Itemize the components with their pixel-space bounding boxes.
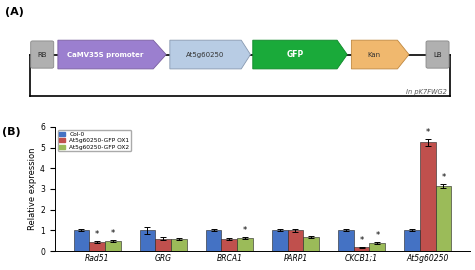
Text: *: * [426,128,430,137]
FancyBboxPatch shape [426,41,449,68]
Text: CaMV35S promoter: CaMV35S promoter [67,52,144,58]
Bar [287,230,304,251]
Bar [155,239,171,251]
Bar [272,230,287,251]
Bar [404,230,419,251]
Bar [304,237,319,251]
Text: At5g60250: At5g60250 [186,52,225,58]
Bar [338,230,353,251]
Text: RB: RB [38,52,47,58]
Polygon shape [352,40,409,69]
Text: Kan: Kan [368,52,381,58]
Text: *: * [95,230,99,239]
Bar [171,239,187,251]
Bar [140,230,155,251]
Text: *: * [375,231,380,240]
Text: *: * [243,226,247,235]
Legend: Col-0, At5g60250-GFP OX1, At5g60250-GFP OX2: Col-0, At5g60250-GFP OX1, At5g60250-GFP … [57,130,131,151]
Text: In pK7FWG2: In pK7FWG2 [406,89,447,94]
Bar [74,230,89,251]
Bar [370,243,385,251]
Text: LB: LB [433,52,442,58]
FancyBboxPatch shape [31,41,54,68]
Polygon shape [253,40,347,69]
Bar [419,143,436,251]
Bar [353,247,370,251]
Bar [105,241,121,251]
Text: GFP: GFP [286,50,304,59]
Bar [221,239,238,251]
Polygon shape [58,40,166,69]
Text: (A): (A) [5,7,24,17]
Text: (B): (B) [2,127,21,137]
Text: *: * [360,236,364,245]
Text: *: * [441,173,446,182]
Bar [238,238,253,251]
Text: *: * [111,229,115,238]
Bar [436,186,451,251]
Polygon shape [170,40,250,69]
Y-axis label: Relative expression: Relative expression [28,148,37,230]
Bar [206,230,221,251]
Bar [89,242,105,251]
